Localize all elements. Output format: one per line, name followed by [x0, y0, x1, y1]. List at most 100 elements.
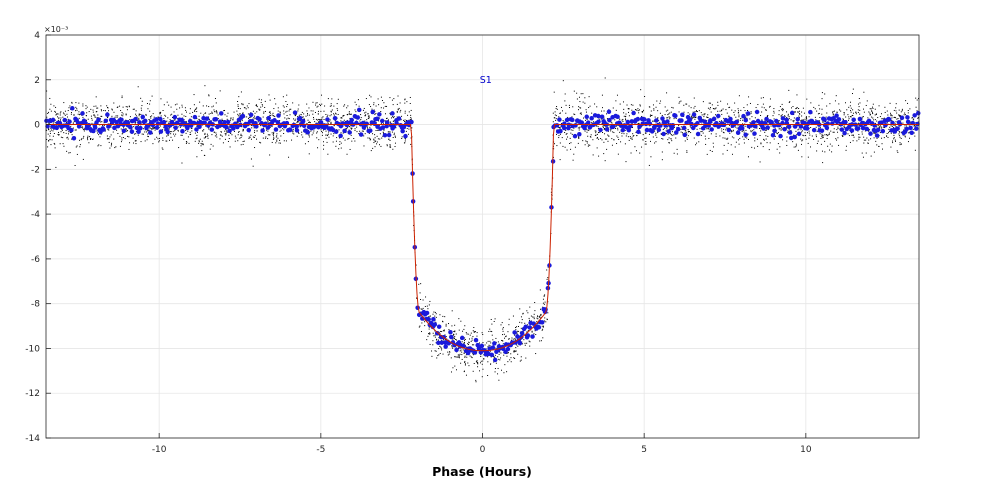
raw-data-point	[631, 126, 633, 128]
raw-data-point	[286, 94, 288, 96]
raw-data-point	[196, 134, 198, 136]
raw-data-point	[227, 112, 229, 114]
raw-data-point	[857, 130, 859, 132]
binned-data-point	[579, 120, 585, 125]
raw-data-point	[786, 111, 788, 113]
raw-data-point	[541, 329, 543, 331]
binned-data-point	[839, 127, 845, 132]
raw-data-point	[49, 97, 51, 99]
raw-data-point	[198, 118, 200, 120]
raw-data-point	[404, 120, 406, 122]
raw-data-point	[463, 342, 465, 344]
raw-data-point	[486, 342, 488, 344]
raw-data-point	[592, 139, 594, 141]
binned-data-point	[753, 124, 758, 129]
raw-data-point	[438, 348, 440, 350]
raw-data-point	[404, 140, 406, 142]
raw-data-point	[443, 339, 445, 341]
raw-data-point	[826, 137, 828, 139]
raw-data-point	[68, 131, 70, 133]
raw-data-point	[611, 138, 613, 140]
raw-data-point	[863, 108, 865, 110]
raw-data-point	[100, 115, 102, 117]
raw-data-point	[148, 129, 150, 131]
raw-data-point	[745, 129, 747, 131]
raw-data-point	[446, 338, 448, 340]
raw-data-point	[273, 108, 275, 110]
raw-data-point	[708, 137, 710, 139]
raw-data-point	[88, 142, 90, 144]
raw-data-point	[294, 120, 296, 122]
raw-data-point	[283, 132, 285, 134]
raw-data-point	[769, 142, 771, 144]
raw-data-point	[308, 134, 310, 136]
raw-data-point	[298, 121, 300, 123]
raw-data-point	[662, 129, 664, 131]
raw-data-point	[194, 109, 196, 111]
raw-data-point	[903, 114, 905, 116]
raw-data-point	[768, 106, 770, 108]
raw-data-point	[653, 120, 655, 122]
raw-data-point	[690, 115, 692, 117]
raw-data-point	[250, 138, 252, 140]
raw-data-point	[671, 134, 673, 136]
raw-data-point	[224, 133, 226, 135]
raw-data-point	[158, 133, 160, 135]
raw-data-point	[330, 122, 332, 124]
raw-data-point	[377, 129, 379, 131]
raw-data-point	[128, 105, 130, 107]
raw-data-point	[693, 117, 695, 119]
raw-data-point	[220, 131, 222, 133]
raw-data-point	[393, 134, 395, 136]
raw-data-point	[601, 94, 603, 96]
binned-data-point	[391, 124, 397, 129]
raw-data-point	[247, 113, 249, 115]
raw-data-point	[899, 142, 901, 144]
raw-data-point	[811, 135, 813, 137]
raw-data-point	[491, 323, 493, 325]
raw-data-point	[349, 117, 351, 119]
raw-data-point	[599, 131, 601, 133]
raw-data-point	[501, 339, 503, 341]
raw-data-point	[487, 340, 489, 342]
raw-data-point	[580, 107, 582, 109]
raw-data-point	[260, 106, 262, 108]
raw-data-point	[173, 119, 175, 121]
raw-data-point	[389, 146, 391, 148]
raw-data-point	[471, 344, 473, 346]
raw-data-point	[779, 128, 781, 130]
raw-data-point	[909, 137, 911, 139]
raw-data-point	[407, 114, 409, 116]
raw-data-point	[765, 135, 767, 137]
raw-data-point	[881, 127, 883, 129]
raw-data-point	[111, 109, 113, 111]
raw-data-point	[884, 111, 886, 113]
raw-data-point	[879, 127, 881, 129]
raw-data-point	[595, 134, 597, 136]
raw-data-point	[734, 110, 736, 112]
raw-data-point	[475, 331, 477, 333]
raw-data-point	[442, 330, 444, 332]
raw-data-point	[617, 127, 619, 129]
raw-data-point	[869, 114, 871, 116]
raw-data-point	[848, 119, 850, 121]
raw-data-point	[893, 137, 895, 139]
binned-data-point	[396, 116, 402, 121]
binned-data-point	[674, 130, 679, 135]
raw-data-point	[804, 132, 806, 134]
raw-data-point	[602, 125, 604, 127]
raw-data-point	[272, 138, 274, 140]
raw-data-point	[595, 130, 597, 132]
raw-data-point	[709, 149, 711, 151]
raw-data-point	[177, 130, 179, 132]
raw-data-point	[204, 132, 206, 134]
raw-data-point	[802, 130, 804, 132]
raw-data-point	[842, 135, 844, 137]
raw-data-point	[386, 105, 388, 107]
raw-data-point	[819, 133, 821, 135]
raw-data-point	[892, 140, 894, 142]
raw-data-point	[700, 134, 702, 136]
raw-data-point	[239, 137, 241, 139]
raw-data-point	[212, 105, 214, 107]
raw-data-point	[256, 138, 258, 140]
